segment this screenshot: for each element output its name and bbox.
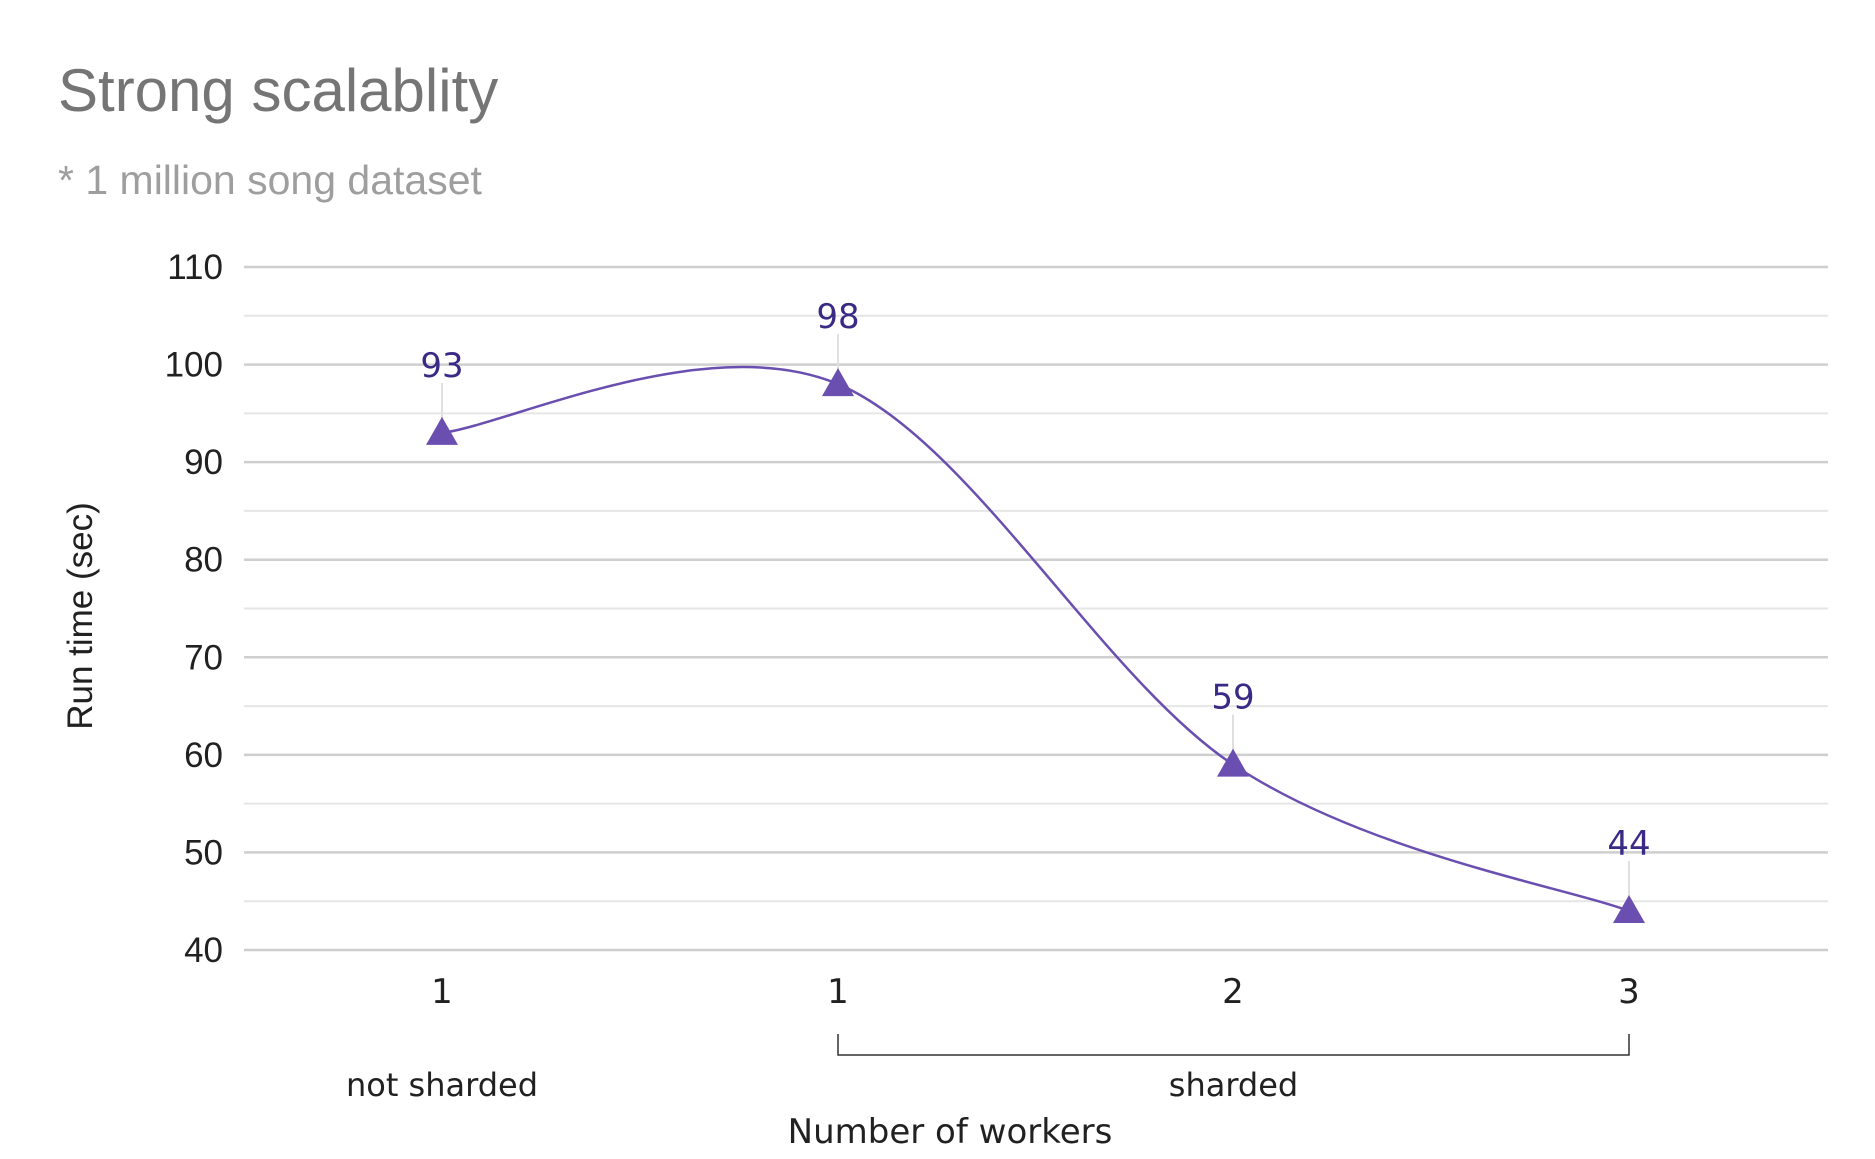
x-axis-groups: not sharded sharded — [346, 1034, 1630, 1104]
data-point-marker — [426, 416, 458, 445]
y-tick-label: 70 — [184, 638, 223, 677]
x-tick-label: 1 — [827, 972, 849, 1012]
grid-lines — [244, 265, 1828, 952]
y-tick-label: 90 — [184, 443, 223, 482]
x-tick-label: 2 — [1222, 972, 1244, 1012]
y-tick-label: 100 — [165, 346, 223, 385]
data-label: 93 — [420, 346, 463, 386]
y-tick-label: 80 — [184, 541, 223, 580]
x-axis-ticks: 1 1 2 3 — [431, 972, 1640, 1012]
chart-subtitle: * 1 million song dataset — [58, 157, 482, 203]
group-label: sharded — [1169, 1066, 1298, 1104]
y-axis-title: Run time (sec) — [61, 502, 100, 730]
series-group: 93 98 59 44 — [420, 297, 1651, 923]
y-tick-label: 40 — [184, 931, 223, 970]
group-label: not sharded — [346, 1066, 538, 1104]
y-tick-label: 60 — [184, 736, 223, 775]
x-axis-title: Number of workers — [788, 1112, 1113, 1152]
y-tick-label: 50 — [184, 833, 223, 872]
y-axis-ticks: 40 50 60 70 80 90 100 110 — [165, 248, 223, 970]
data-label: 59 — [1211, 678, 1254, 718]
x-tick-label: 3 — [1618, 972, 1640, 1012]
series-line — [441, 365, 1630, 913]
data-label: 98 — [816, 297, 859, 337]
group-bracket — [837, 1034, 1630, 1056]
data-point-marker — [822, 368, 854, 397]
y-tick-label: 110 — [167, 248, 223, 287]
data-point-marker — [1217, 748, 1249, 777]
chart-title: Strong scalablity — [58, 57, 499, 124]
data-label: 44 — [1607, 824, 1650, 864]
data-point-marker — [1613, 894, 1645, 923]
x-tick-label: 1 — [431, 972, 453, 1012]
